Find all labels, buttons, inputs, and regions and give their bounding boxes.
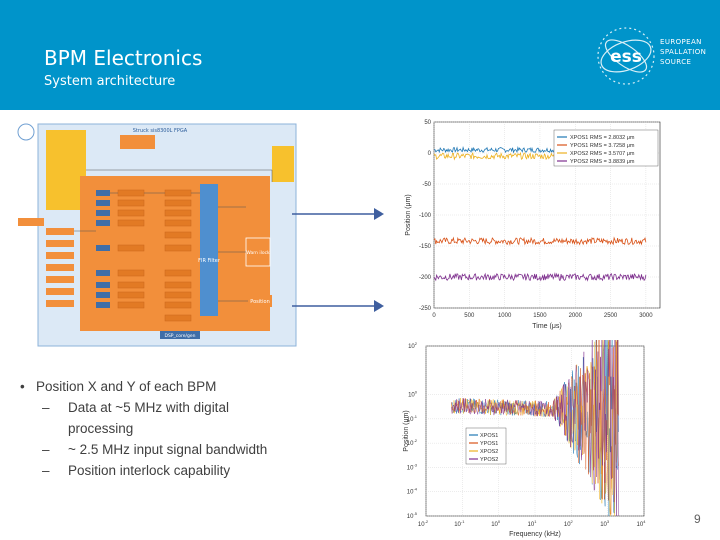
legend-entry: YPOS1: [480, 441, 498, 447]
bullet-dot: •: [20, 379, 25, 394]
position-spectrum-chart: 10-210-110010110210310410210010-110-210-…: [403, 340, 647, 538]
legend-box: [553, 129, 659, 167]
position-time-chart: 0 500 1000 1500 2000 2500 3000500-50-100-150-2…: [405, 120, 661, 330]
page-number: 9: [694, 512, 701, 526]
legend-entry: YPOS1 RMS = 3.7258 μm: [570, 143, 635, 149]
legend-entry: YPOS2: [480, 457, 498, 463]
warn-ilock-label: Warn ilock: [246, 250, 270, 256]
adc-channels: [96, 190, 110, 308]
logo-wordmark: EUROPEAN SPALLATION SOURCE: [660, 37, 706, 67]
sub-bullet-2: – ~ 2.5 MHz input signal bandwidth: [30, 439, 290, 460]
pointer-arrows: [292, 208, 384, 312]
diagram-connectors: [74, 169, 273, 302]
warn-ilock-block: [245, 237, 271, 267]
processing-blocks: [117, 189, 192, 322]
spectrum-line-2: [451, 340, 619, 515]
x-tick-label: 1000: [498, 313, 512, 319]
slide-title: BPM Electronics: [44, 46, 203, 70]
legend-entry: XPOS1: [480, 433, 498, 439]
memory-block: [272, 146, 294, 182]
fpga-title: Struck sis8300L FPGA: [133, 128, 188, 134]
y-tick-label: -250: [419, 306, 432, 312]
y-tick-label: 10-3: [407, 462, 418, 471]
y-tick-label: 102: [408, 341, 418, 350]
sub-bullet-1: – Data at ~5 MHz with digital processing: [30, 397, 290, 439]
cloud-icon: [17, 123, 35, 141]
header-band: BPM Electronics System architecture ess …: [0, 0, 720, 110]
spectrum-line-3: [451, 340, 619, 517]
slide-subtitle: System architecture: [44, 74, 176, 89]
dash-icon: –: [42, 442, 50, 457]
yellow-block: [46, 130, 86, 210]
legend-entry: YPOS2 RMS = 3.8839 μm: [570, 159, 635, 165]
legend-entry: XPOS2 RMS = 3.5707 μm: [570, 151, 635, 157]
y-tick-label: 0: [428, 151, 432, 157]
bullet-main-text: Position X and Y of each BPM: [36, 379, 217, 394]
y-tick-label: -100: [419, 213, 432, 219]
logo-line-1: EUROPEAN: [660, 38, 702, 46]
position-label: Position: [250, 299, 269, 305]
x-tick-label: 3000: [639, 313, 653, 319]
x-tick-label: 0: [432, 313, 436, 319]
y-tick-label: -150: [419, 244, 432, 250]
control-block: [120, 135, 155, 149]
series-line-4: [433, 272, 647, 282]
x-axis-label: Time (μs): [532, 323, 561, 330]
x-tick-label: 102: [564, 519, 574, 528]
legend-entry: XPOS1 RMS = 2.8032 μm: [570, 135, 635, 141]
y-tick-label: 10-5: [407, 511, 418, 520]
dsp-footer-label: DSP_core/gen: [164, 333, 195, 339]
y-tick-label: 10-4: [407, 487, 418, 496]
y-tick-label: -200: [419, 275, 432, 281]
x-tick-label: 104: [637, 519, 647, 528]
x-tick-label: 500: [464, 313, 475, 319]
legend-entry: XPOS2: [480, 449, 498, 455]
spectrum-line-4: [451, 340, 619, 517]
x-tick-label: 2500: [604, 313, 618, 319]
position-block-top: [246, 202, 270, 212]
x-tick-label: 100: [491, 519, 501, 528]
sub-bullet-text: Position interlock capability: [68, 463, 231, 478]
x-tick-label: 1500: [533, 313, 547, 319]
x-tick-label: 101: [528, 519, 538, 528]
position-block-bottom: [248, 295, 272, 307]
x-tick-label: 10-2: [418, 519, 429, 528]
legend-box: [465, 427, 507, 465]
bullet-item: • Position X and Y of each BPM: [20, 376, 290, 397]
bullet-list: • Position X and Y of each BPM – Data at…: [20, 376, 290, 481]
arrow-head-2: [374, 300, 384, 312]
fir-filter-block: [200, 184, 218, 316]
x-tick-label: 10-1: [454, 519, 465, 528]
dash-icon: –: [42, 463, 50, 478]
series-line-2: [433, 236, 647, 246]
arrow-head-1: [374, 208, 384, 220]
ess-logo-icon: ess: [597, 27, 655, 85]
logo-mark: ess: [610, 47, 642, 67]
dash-icon: –: [42, 400, 50, 415]
y-tick-label: 10-1: [407, 414, 418, 423]
y-axis-label: Position (μm): [403, 410, 410, 451]
y-tick-label: -50: [422, 182, 431, 188]
input-labels: [18, 218, 74, 307]
logo-line-3: SOURCE: [660, 58, 692, 66]
fir-filter-label: FIR Filter: [198, 258, 221, 264]
dsp-footer-block: [160, 331, 200, 339]
logo-line-2: SPALLATION: [660, 48, 707, 56]
y-tick-label: 10-2: [407, 438, 418, 447]
y-axis-label: Position (μm): [405, 194, 412, 235]
x-tick-label: 103: [600, 519, 610, 528]
sub-bullet-text: Data at ~5 MHz with digital processing: [68, 400, 229, 436]
sub-bullet-text: ~ 2.5 MHz input signal bandwidth: [68, 442, 268, 457]
x-axis-label: Frequency (kHz): [509, 531, 561, 538]
y-tick-label: 50: [424, 120, 431, 126]
architecture-diagram: Struck sis8300L FPGA: [17, 123, 297, 347]
y-tick-label: 100: [408, 390, 418, 399]
x-tick-label: 2000: [569, 313, 583, 319]
sub-bullet-3: – Position interlock capability: [30, 460, 290, 481]
